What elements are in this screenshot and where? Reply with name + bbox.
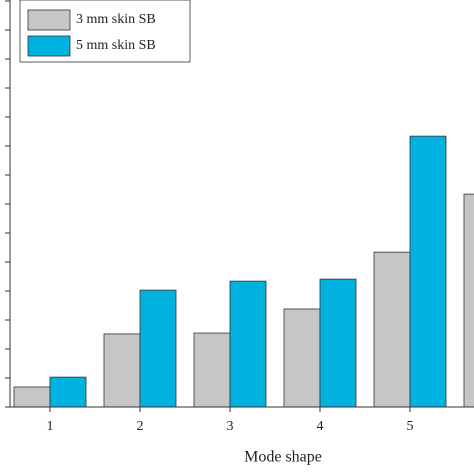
bar	[49, 376, 87, 408]
bar	[463, 193, 474, 408]
bar	[319, 278, 357, 408]
bar	[409, 135, 447, 408]
legend-swatch	[27, 9, 71, 31]
legend-label: 3 mm skin SB	[76, 12, 156, 27]
x-axis-label: Mode shape	[244, 449, 322, 466]
legend-label: 5 mm skin SB	[76, 38, 156, 53]
x-tick-label: 4	[317, 419, 324, 434]
bar	[139, 289, 177, 408]
legend-swatch	[27, 35, 71, 57]
bar	[103, 333, 141, 408]
bar	[193, 332, 231, 408]
x-tick-label: 5	[407, 419, 414, 434]
bar	[229, 280, 267, 408]
bar	[373, 251, 411, 408]
bar	[13, 386, 51, 408]
x-tick-label: 2	[137, 419, 144, 434]
x-tick-label: 3	[227, 419, 234, 434]
bar	[283, 308, 321, 408]
x-tick-label: 1	[47, 419, 54, 434]
